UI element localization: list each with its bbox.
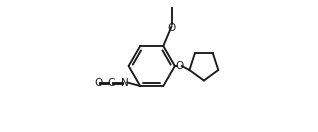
Text: O: O	[167, 23, 176, 33]
Text: N: N	[121, 77, 129, 88]
Text: C: C	[107, 77, 114, 88]
Text: O: O	[175, 61, 183, 71]
Text: O: O	[94, 77, 102, 88]
